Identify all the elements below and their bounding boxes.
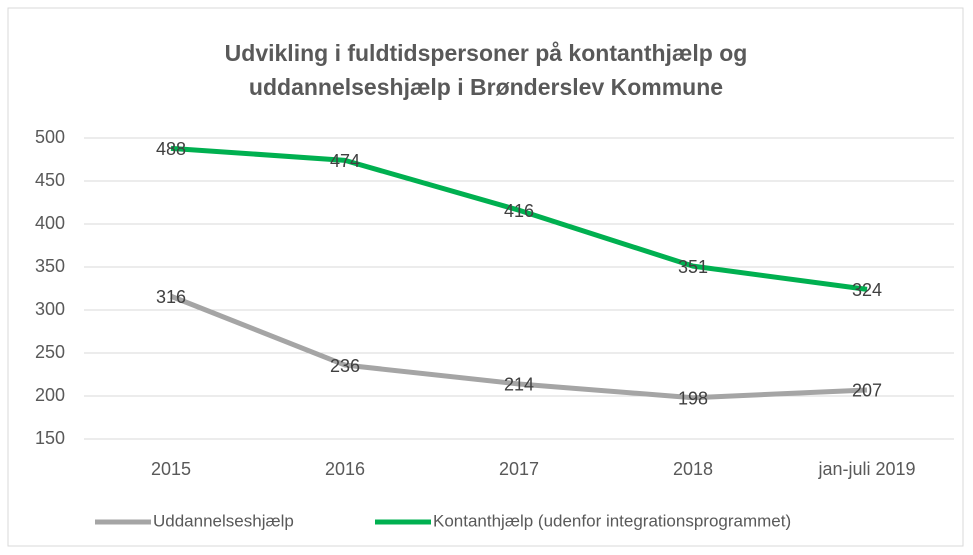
data-label: 488 bbox=[156, 139, 186, 159]
data-label: 351 bbox=[678, 257, 708, 277]
data-label: 198 bbox=[678, 388, 708, 408]
data-label: 316 bbox=[156, 287, 186, 307]
chart-title: Udvikling i fuldtidspersoner på kontanth… bbox=[225, 40, 748, 66]
data-label: 474 bbox=[330, 151, 360, 171]
x-tick-label: 2018 bbox=[673, 459, 713, 479]
x-tick-label: 2015 bbox=[151, 459, 191, 479]
legend-label: Kontanthjælp (udenfor integrationsprogra… bbox=[433, 511, 791, 530]
y-tick-label: 500 bbox=[35, 127, 65, 147]
x-tick-label: jan-juli 2019 bbox=[817, 459, 915, 479]
y-tick-label: 450 bbox=[35, 170, 65, 190]
y-tick-label: 300 bbox=[35, 299, 65, 319]
legend-label: Uddannelseshjælp bbox=[153, 511, 294, 530]
y-tick-label: 400 bbox=[35, 213, 65, 233]
data-label: 214 bbox=[504, 375, 534, 395]
y-tick-label: 250 bbox=[35, 342, 65, 362]
data-label: 324 bbox=[852, 280, 882, 300]
series-line bbox=[170, 145, 868, 292]
data-label: 207 bbox=[852, 381, 882, 401]
x-tick-label: 2017 bbox=[499, 459, 539, 479]
series-line bbox=[170, 293, 868, 401]
x-tick-label: 2016 bbox=[325, 459, 365, 479]
data-label: 416 bbox=[504, 201, 534, 221]
y-tick-label: 200 bbox=[35, 385, 65, 405]
data-label: 236 bbox=[330, 356, 360, 376]
y-tick-label: 150 bbox=[35, 428, 65, 448]
y-tick-label: 350 bbox=[35, 256, 65, 276]
chart-border bbox=[7, 7, 964, 547]
chart-title: uddannelseshjælp i Brønderslev Kommune bbox=[249, 74, 723, 100]
